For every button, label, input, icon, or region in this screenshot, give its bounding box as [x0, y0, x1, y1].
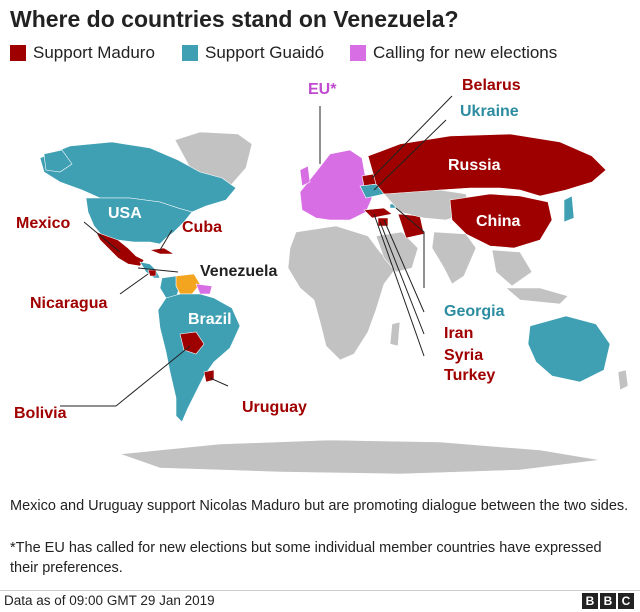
label-iran: Iran [444, 325, 473, 342]
region-turkey [363, 207, 393, 219]
leader-iran [383, 219, 425, 313]
label-brazil: Brazil [188, 311, 232, 328]
region-uruguay [203, 369, 215, 383]
region-china [449, 193, 553, 249]
bbc-logo-letter-2: B [600, 593, 616, 609]
bbc-logo-letter-1: B [582, 593, 598, 609]
region-south-asia [431, 231, 477, 285]
label-uruguay: Uruguay [242, 399, 307, 416]
region-bolivia [179, 331, 205, 355]
bbc-logo: B B C [582, 593, 634, 609]
region-canada [39, 141, 237, 213]
label-usa: USA [108, 205, 142, 222]
legend-label-maduro: Support Maduro [33, 43, 155, 62]
legend-item-guaido: Support Guaidó [182, 42, 324, 64]
leader-mexico [83, 221, 121, 253]
leader-cuba [159, 229, 173, 251]
bbc-logo-letter-3: C [618, 593, 634, 609]
label-cuba: Cuba [182, 219, 222, 236]
leader-nicaragua [119, 273, 149, 295]
map-title: Where do countries stand on Venezuela? [10, 6, 459, 32]
label-china: China [476, 213, 521, 230]
leader-belarus [371, 95, 453, 179]
legend-label-guaido: Support Guaidó [205, 43, 325, 62]
region-guianas [195, 283, 213, 295]
label-ukraine: Ukraine [460, 103, 519, 120]
leader-turkey [373, 213, 425, 357]
region-south-america [157, 293, 241, 423]
region-uk [299, 165, 311, 187]
legend-item-maduro: Support Maduro [10, 42, 155, 64]
leader-ukraine [373, 119, 447, 191]
label-nicaragua: Nicaragua [30, 295, 107, 312]
leader-bolivia [115, 345, 191, 407]
region-japan [563, 195, 575, 223]
region-cuba [148, 247, 176, 255]
label-russia: Russia [448, 157, 501, 174]
label-georgia: Georgia [444, 303, 505, 320]
leader-venezuela [137, 267, 179, 273]
label-venezuela: Venezuela [200, 263, 277, 280]
leader-georgia [395, 207, 425, 288]
legend-swatch-elections [350, 45, 366, 61]
label-turkey: Turkey [444, 367, 495, 384]
leader-syria [379, 221, 425, 335]
region-southeast-asia [491, 249, 533, 287]
region-usa [85, 197, 193, 245]
region-antarctica [119, 439, 601, 475]
label-bolivia: Bolivia [14, 405, 67, 422]
footer-divider [0, 590, 640, 591]
legend-swatch-maduro [10, 45, 26, 61]
region-middle-east [375, 231, 419, 273]
region-madagascar [389, 321, 401, 347]
legend-label-elections: Calling for new elections [373, 43, 558, 62]
region-new-zealand [617, 369, 629, 391]
leader-uruguay [209, 377, 229, 387]
label-syria: Syria [444, 347, 483, 364]
note-eu: *The EU has called for new elections but… [10, 540, 602, 576]
region-mexico [95, 231, 145, 267]
legend-item-elections: Calling for new elections [350, 42, 557, 64]
region-australia [527, 315, 611, 383]
leader-lines [60, 95, 453, 407]
label-belarus: Belarus [462, 77, 521, 94]
data-timestamp: Data as of 09:00 GMT 29 Jan 2019 [4, 593, 215, 608]
region-africa [287, 225, 397, 361]
legend-swatch-guaido [182, 45, 198, 61]
region-europe [299, 149, 373, 221]
label-eu: EU* [308, 81, 337, 98]
region-indonesia [505, 287, 569, 305]
note-mexico-uruguay: Mexico and Uruguay support Nicolas Madur… [10, 498, 629, 514]
world-map: EU* Belarus Ukraine Russia China USA Mex… [14, 77, 629, 475]
label-mexico: Mexico [16, 215, 70, 232]
region-alaska [43, 149, 73, 173]
region-nicaragua [147, 269, 157, 277]
